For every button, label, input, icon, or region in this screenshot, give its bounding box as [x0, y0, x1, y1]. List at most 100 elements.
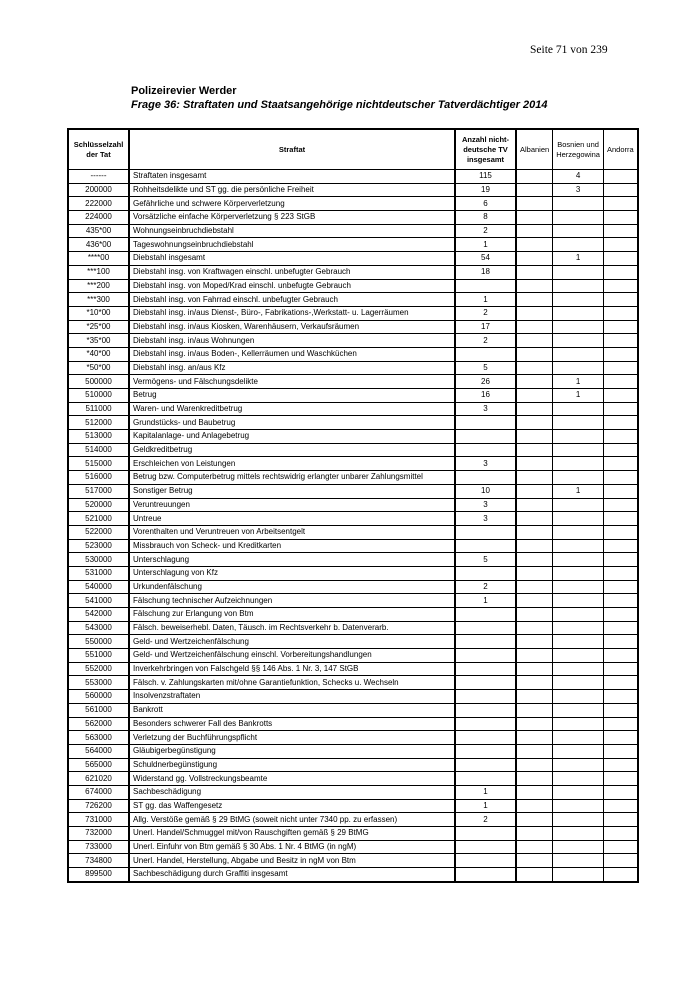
cell-andorra — [602, 182, 639, 198]
cell-offense: Grundstücks- und Baubetrug — [128, 415, 456, 431]
cell-albanien — [515, 798, 554, 814]
cell-offense: Tageswohnungseinbruchdiebstahl — [128, 237, 456, 253]
cell-andorra — [602, 579, 639, 595]
cell-bosnien — [552, 812, 604, 827]
cell-code: 564000 — [67, 743, 130, 759]
cell-offense: Diebstahl insg. in/aus Boden-, Kellerräu… — [128, 346, 456, 362]
cell-bosnien — [552, 524, 604, 540]
table-row: *35*00 Diebstahl insg. in/aus Wohnungen 2 — [67, 333, 639, 348]
cell-offense: Diebstahl insgesamt — [128, 251, 456, 266]
cell-total — [454, 278, 517, 294]
cell-bosnien — [552, 661, 604, 677]
table-row: 734800 Unerl. Handel, Herstellung, Abgabe… — [67, 853, 639, 869]
cell-code: 731000 — [67, 812, 130, 827]
cell-offense: Vorsätzliche einfache Körperverletzung §… — [128, 210, 456, 225]
cell-offense: Gläubigerbegünstigung — [128, 743, 456, 759]
cell-albanien — [515, 702, 554, 718]
cell-andorra — [602, 538, 639, 554]
cell-offense: Fälschung zur Erlangung von Btm — [128, 607, 456, 622]
cell-albanien — [515, 675, 554, 691]
cell-albanien — [515, 196, 554, 212]
table-row: 522000 Vorenthalten und Veruntreuen von A… — [67, 524, 639, 540]
cell-total: 5 — [454, 360, 517, 376]
cell-code: 522000 — [67, 524, 130, 540]
cell-albanien — [515, 470, 554, 485]
table-row: ***300 Diebstahl insg. von Fahrrad einsch… — [67, 292, 639, 307]
cell-andorra — [602, 278, 639, 294]
cell-code: ****00 — [67, 251, 130, 266]
cell-andorra — [602, 511, 639, 526]
cell-total — [454, 470, 517, 485]
cell-bosnien — [552, 552, 604, 567]
cell-bosnien — [552, 648, 604, 663]
cell-andorra — [602, 743, 639, 759]
cell-offense: Unerl. Handel/Schmuggel mit/von Rauschgi… — [128, 826, 456, 841]
cell-code: 560000 — [67, 689, 130, 704]
header-bosnien: Bosnien und Herzegowina — [552, 128, 604, 170]
cell-total — [454, 757, 517, 773]
cell-andorra — [602, 853, 639, 869]
cell-offense: Gefährliche und schwere Körperverletzung — [128, 196, 456, 212]
cell-bosnien — [552, 511, 604, 526]
cell-albanien — [515, 319, 554, 335]
cell-andorra — [602, 401, 639, 417]
table-row: 517000 Sonstiger Betrug 10 1 — [67, 483, 639, 499]
header-offense: Straftat — [128, 128, 456, 170]
cell-code: 542000 — [67, 607, 130, 622]
cell-offense: ST gg. das Waffengesetz — [128, 798, 456, 814]
cell-offense: Unerl. Einfuhr von Btm gemäß § 30 Abs. 1… — [128, 839, 456, 855]
cell-offense: Untreue — [128, 511, 456, 526]
cell-albanien — [515, 237, 554, 253]
cell-code: 521000 — [67, 511, 130, 526]
cell-albanien — [515, 292, 554, 307]
table-row: 552000 Inverkehrbringen von Falschgeld §§… — [67, 661, 639, 677]
cell-albanien — [515, 305, 554, 321]
cell-total — [454, 853, 517, 869]
cell-offense: Schuldnerbegünstigung — [128, 757, 456, 773]
cell-albanien — [515, 251, 554, 266]
cell-total — [454, 675, 517, 691]
table-row: 550000 Geld- und Wertzeichenfälschung — [67, 634, 639, 650]
cell-andorra — [602, 867, 639, 883]
cell-bosnien — [552, 196, 604, 212]
cell-offense: Unerl. Handel, Herstellung, Abgabe und B… — [128, 853, 456, 869]
cell-total — [454, 661, 517, 677]
cell-bosnien — [552, 689, 604, 704]
cell-albanien — [515, 169, 554, 184]
page-number: Seite 71 von 239 — [530, 44, 608, 56]
cell-offense: Kapitalanlage- und Anlagebetrug — [128, 429, 456, 444]
cell-andorra — [602, 346, 639, 362]
cell-albanien — [515, 579, 554, 595]
cell-albanien — [515, 456, 554, 472]
cell-code: 621020 — [67, 771, 130, 786]
cell-offense: Diebstahl insg. von Fahrrad einschl. unb… — [128, 292, 456, 307]
cell-bosnien — [552, 853, 604, 869]
cell-albanien — [515, 388, 554, 403]
cell-albanien — [515, 538, 554, 554]
cell-offense: Geld- und Wertzeichenfälschung einschl. … — [128, 648, 456, 663]
cell-total — [454, 524, 517, 540]
cell-albanien — [515, 182, 554, 198]
cell-albanien — [515, 730, 554, 745]
cell-offense: Sonstiger Betrug — [128, 483, 456, 499]
header-total: Anzahl nicht-deutsche TV insgesamt — [454, 128, 517, 170]
cell-andorra — [602, 716, 639, 732]
cell-code: 436*00 — [67, 237, 130, 253]
cell-offense: Waren- und Warenkreditbetrug — [128, 401, 456, 417]
document-subtitle: Frage 36: Straftaten und Staatsangehörig… — [131, 99, 548, 111]
cell-andorra — [602, 264, 639, 280]
table-row: 674000 Sachbeschädigung 1 — [67, 784, 639, 800]
cell-offense: Bankrott — [128, 702, 456, 718]
table-header-row: Schlüsselzahl der Tat Straftat Anzahl ni… — [67, 128, 639, 170]
cell-albanien — [515, 757, 554, 773]
cell-bosnien: 4 — [552, 169, 604, 184]
cell-bosnien — [552, 456, 604, 472]
cell-total: 1 — [454, 784, 517, 800]
cell-offense: Insolvenzstraftaten — [128, 689, 456, 704]
cell-andorra — [602, 442, 639, 458]
cell-offense: Veruntreuungen — [128, 497, 456, 513]
cell-albanien — [515, 607, 554, 622]
cell-code: 540000 — [67, 579, 130, 595]
cell-bosnien — [552, 401, 604, 417]
cell-albanien — [515, 867, 554, 883]
